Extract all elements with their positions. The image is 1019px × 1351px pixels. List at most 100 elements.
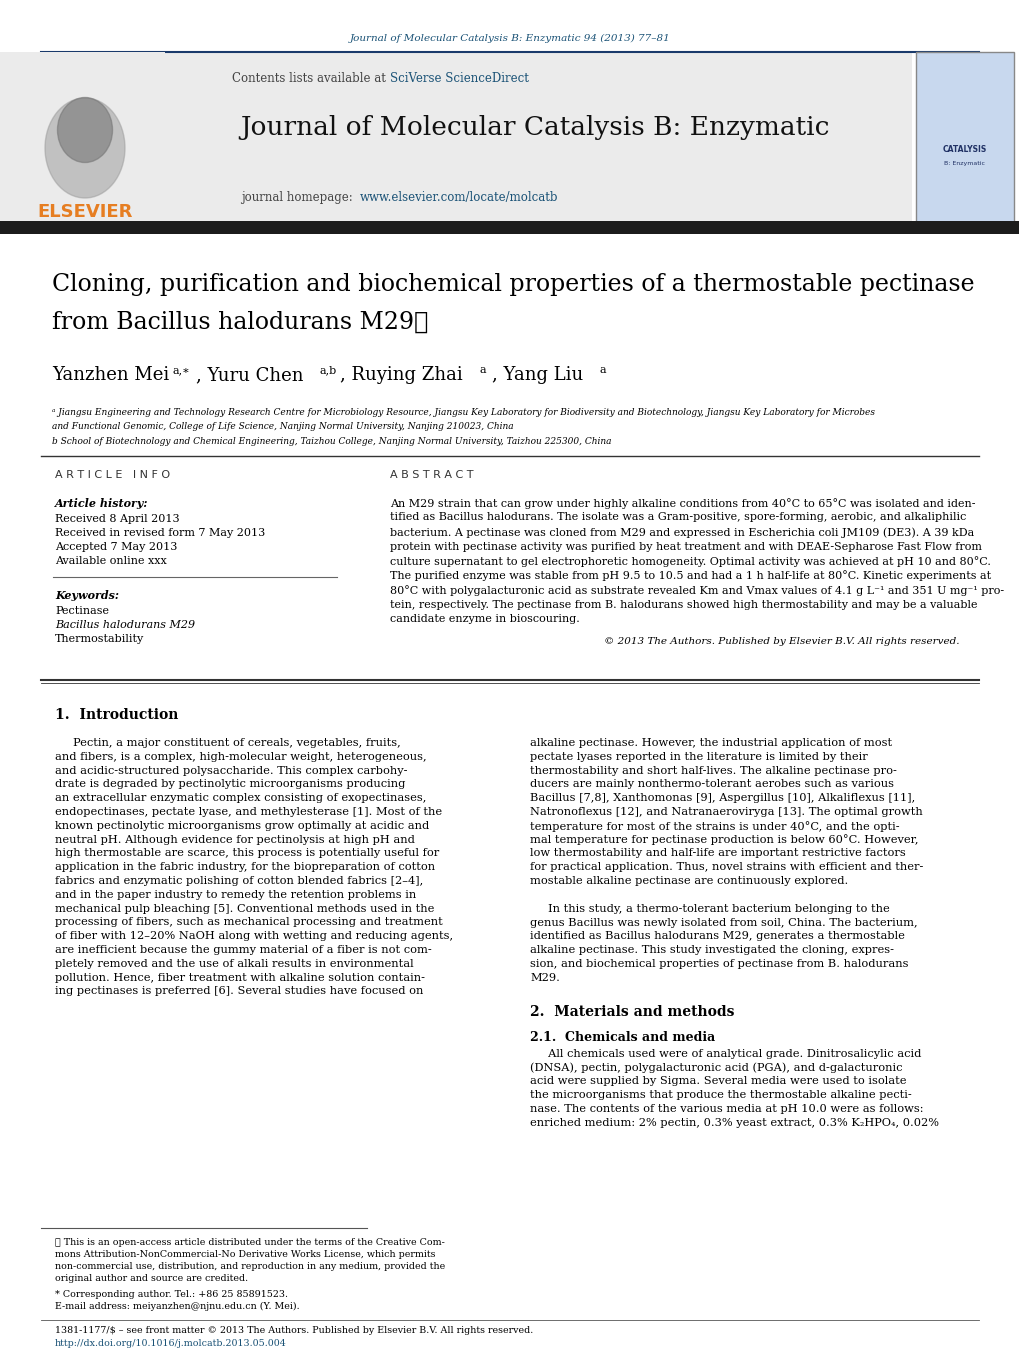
Text: acid were supplied by Sigma. Several media were used to isolate: acid were supplied by Sigma. Several med… <box>530 1077 906 1086</box>
Text: bacterium. A pectinase was cloned from M29 and expressed in Escherichia coli JM1: bacterium. A pectinase was cloned from M… <box>389 527 973 538</box>
Text: 2.1.  Chemicals and media: 2.1. Chemicals and media <box>530 1031 714 1043</box>
Text: endopectinases, pectate lyase, and methylesterase [1]. Most of the: endopectinases, pectate lyase, and methy… <box>55 807 441 817</box>
Text: the microorganisms that produce the thermostable alkaline pecti-: the microorganisms that produce the ther… <box>530 1090 911 1100</box>
Text: temperature for most of the strains is under 40°C, and the opti-: temperature for most of the strains is u… <box>530 821 899 832</box>
Text: A B S T R A C T: A B S T R A C T <box>389 470 473 480</box>
Text: known pectinolytic microorganisms grow optimally at acidic and: known pectinolytic microorganisms grow o… <box>55 821 429 831</box>
Text: , Yang Liu: , Yang Liu <box>491 366 583 384</box>
Text: * Corresponding author. Tel.: +86 25 85891523.: * Corresponding author. Tel.: +86 25 858… <box>55 1290 287 1300</box>
Text: and Functional Genomic, College of Life Science, Nanjing Normal University, Nanj: and Functional Genomic, College of Life … <box>52 422 514 431</box>
Text: 80°C with polygalacturonic acid as substrate revealed Km and Vmax values of 4.1 : 80°C with polygalacturonic acid as subst… <box>389 585 1003 596</box>
Bar <box>0 222 1019 234</box>
Ellipse shape <box>57 97 112 162</box>
Text: of fiber with 12–20% NaOH along with wetting and reducing agents,: of fiber with 12–20% NaOH along with wet… <box>55 931 452 942</box>
Text: and acidic-structured polysaccharide. This complex carbohy-: and acidic-structured polysaccharide. Th… <box>55 766 408 775</box>
Text: Journal of Molecular Catalysis B: Enzymatic: Journal of Molecular Catalysis B: Enzyma… <box>240 115 828 141</box>
Text: CATALYSIS: CATALYSIS <box>942 146 986 154</box>
Text: , Ruying Zhai: , Ruying Zhai <box>339 366 463 384</box>
Text: a,∗: a,∗ <box>173 365 191 376</box>
Text: alkaline pectinase. This study investigated the cloning, expres-: alkaline pectinase. This study investiga… <box>530 946 893 955</box>
Text: ducers are mainly nonthermo-tolerant aerobes such as various: ducers are mainly nonthermo-tolerant aer… <box>530 780 893 789</box>
Text: http://dx.doi.org/10.1016/j.molcatb.2013.05.004: http://dx.doi.org/10.1016/j.molcatb.2013… <box>55 1339 286 1348</box>
Text: pollution. Hence, fiber treatment with alkaline solution contain-: pollution. Hence, fiber treatment with a… <box>55 973 425 982</box>
Text: high thermostable are scarce, this process is potentially useful for: high thermostable are scarce, this proce… <box>55 848 439 858</box>
Text: genus Bacillus was newly isolated from soil, China. The bacterium,: genus Bacillus was newly isolated from s… <box>530 917 917 928</box>
Text: mal temperature for pectinase production is below 60°C. However,: mal temperature for pectinase production… <box>530 835 917 846</box>
Text: from Bacillus halodurans M29⋆: from Bacillus halodurans M29⋆ <box>52 311 428 334</box>
Text: All chemicals used were of analytical grade. Dinitrosalicylic acid: All chemicals used were of analytical gr… <box>530 1048 920 1059</box>
Text: application in the fabric industry, for the biopreparation of cotton: application in the fabric industry, for … <box>55 862 435 873</box>
Text: culture supernatant to gel electrophoretic homogeneity. Optimal activity was ach: culture supernatant to gel electrophoret… <box>389 557 989 567</box>
Text: enriched medium: 2% pectin, 0.3% yeast extract, 0.3% K₂HPO₄, 0.02%: enriched medium: 2% pectin, 0.3% yeast e… <box>530 1117 938 1128</box>
Text: ᵃ Jiangsu Engineering and Technology Research Centre for Microbiology Resource, : ᵃ Jiangsu Engineering and Technology Res… <box>52 408 874 417</box>
Text: an extracellular enzymatic complex consisting of exopectinases,: an extracellular enzymatic complex consi… <box>55 793 426 804</box>
Text: Contents lists available at: Contents lists available at <box>232 72 389 85</box>
Text: thermostability and short half-lives. The alkaline pectinase pro-: thermostability and short half-lives. Th… <box>530 766 896 775</box>
Text: and fibers, is a complex, high-molecular weight, heterogeneous,: and fibers, is a complex, high-molecular… <box>55 751 426 762</box>
Text: 2.  Materials and methods: 2. Materials and methods <box>530 1005 734 1019</box>
Text: and in the paper industry to remedy the retention problems in: and in the paper industry to remedy the … <box>55 890 416 900</box>
Text: E-mail address: meiyanzhen@njnu.edu.cn (Y. Mei).: E-mail address: meiyanzhen@njnu.edu.cn (… <box>55 1302 300 1310</box>
Text: In this study, a thermo-tolerant bacterium belonging to the: In this study, a thermo-tolerant bacteri… <box>530 904 889 913</box>
Text: A R T I C L E   I N F O: A R T I C L E I N F O <box>55 470 170 480</box>
Text: ⋆ This is an open-access article distributed under the terms of the Creative Com: ⋆ This is an open-access article distrib… <box>55 1238 444 1247</box>
Text: Thermostability: Thermostability <box>55 634 144 644</box>
Text: a: a <box>599 365 606 376</box>
Text: B: Enzymatic: B: Enzymatic <box>944 161 984 166</box>
Text: Pectin, a major constituent of cereals, vegetables, fruits,: Pectin, a major constituent of cereals, … <box>55 738 400 748</box>
Text: Bacillus halodurans M29: Bacillus halodurans M29 <box>55 620 195 630</box>
Text: fabrics and enzymatic polishing of cotton blended fabrics [2–4],: fabrics and enzymatic polishing of cotto… <box>55 875 423 886</box>
Text: , Yuru Chen: , Yuru Chen <box>196 366 304 384</box>
Text: Pectinase: Pectinase <box>55 607 109 616</box>
Text: 1381-1177/$ – see front matter © 2013 The Authors. Published by Elsevier B.V. Al: 1381-1177/$ – see front matter © 2013 Th… <box>55 1325 533 1335</box>
Text: are inefficient because the gummy material of a fiber is not com-: are inefficient because the gummy materi… <box>55 944 431 955</box>
Text: 1.  Introduction: 1. Introduction <box>55 708 178 721</box>
Text: © 2013 The Authors. Published by Elsevier B.V. All rights reserved.: © 2013 The Authors. Published by Elsevie… <box>604 636 959 646</box>
Text: Available online xxx: Available online xxx <box>55 557 166 566</box>
Text: Received in revised form 7 May 2013: Received in revised form 7 May 2013 <box>55 528 265 538</box>
Text: Natronoflexus [12], and Natranaeroviryga [13]. The optimal growth: Natronoflexus [12], and Natranaeroviryga… <box>530 807 922 817</box>
Text: Journal of Molecular Catalysis B: Enzymatic 94 (2013) 77–81: Journal of Molecular Catalysis B: Enzyma… <box>350 34 669 43</box>
Text: Yanzhen Mei: Yanzhen Mei <box>52 366 169 384</box>
Text: M29.: M29. <box>530 973 559 982</box>
Text: sion, and biochemical properties of pectinase from B. halodurans: sion, and biochemical properties of pect… <box>530 959 908 969</box>
Text: pletely removed and the use of alkali results in environmental: pletely removed and the use of alkali re… <box>55 959 414 969</box>
Text: www.elsevier.com/locate/molcatb: www.elsevier.com/locate/molcatb <box>360 192 558 204</box>
Text: low thermostability and half-life are important restrictive factors: low thermostability and half-life are im… <box>530 848 905 858</box>
Bar <box>0 51 911 222</box>
Text: An M29 strain that can grow under highly alkaline conditions from 40°C to 65°C w: An M29 strain that can grow under highly… <box>389 499 974 509</box>
Text: mechanical pulp bleaching [5]. Conventional methods used in the: mechanical pulp bleaching [5]. Conventio… <box>55 904 434 913</box>
Text: ELSEVIER: ELSEVIER <box>38 203 132 222</box>
Text: protein with pectinase activity was purified by heat treatment and with DEAE-Sep: protein with pectinase activity was puri… <box>389 542 981 551</box>
Text: identified as Bacillus halodurans M29, generates a thermostable: identified as Bacillus halodurans M29, g… <box>530 931 904 942</box>
Text: a: a <box>480 365 486 376</box>
Text: journal homepage:: journal homepage: <box>240 192 360 204</box>
Text: non-commercial use, distribution, and reproduction in any medium, provided the: non-commercial use, distribution, and re… <box>55 1262 445 1271</box>
Text: Accepted 7 May 2013: Accepted 7 May 2013 <box>55 542 177 553</box>
Text: tified as Bacillus halodurans. The isolate was a Gram-positive, spore-forming, a: tified as Bacillus halodurans. The isola… <box>389 512 965 523</box>
Text: b School of Biotechnology and Chemical Engineering, Taizhou College, Nanjing Nor: b School of Biotechnology and Chemical E… <box>52 436 611 446</box>
Text: original author and source are credited.: original author and source are credited. <box>55 1274 248 1283</box>
Ellipse shape <box>45 99 125 199</box>
Bar <box>915 51 1013 222</box>
Text: Cloning, purification and biochemical properties of a thermostable pectinase: Cloning, purification and biochemical pr… <box>52 273 974 296</box>
Text: mons Attribution-NonCommercial-No Derivative Works License, which permits: mons Attribution-NonCommercial-No Deriva… <box>55 1250 435 1259</box>
Text: pectate lyases reported in the literature is limited by their: pectate lyases reported in the literatur… <box>530 751 867 762</box>
Text: SciVerse ScienceDirect: SciVerse ScienceDirect <box>389 72 529 85</box>
Bar <box>5 51 165 222</box>
Text: Bacillus [7,8], Xanthomonas [9], Aspergillus [10], Alkaliflexus [11],: Bacillus [7,8], Xanthomonas [9], Aspergi… <box>530 793 914 804</box>
Text: mostable alkaline pectinase are continuously explored.: mostable alkaline pectinase are continuo… <box>530 875 848 886</box>
Text: The purified enzyme was stable from pH 9.5 to 10.5 and had a 1 h half-life at 80: The purified enzyme was stable from pH 9… <box>389 570 990 581</box>
Text: drate is degraded by pectinolytic microorganisms producing: drate is degraded by pectinolytic microo… <box>55 780 405 789</box>
Text: tein, respectively. The pectinase from B. halodurans showed high thermostability: tein, respectively. The pectinase from B… <box>389 600 976 609</box>
Text: Keywords:: Keywords: <box>55 590 119 601</box>
Text: processing of fibers, such as mechanical processing and treatment: processing of fibers, such as mechanical… <box>55 917 442 927</box>
Text: (DNSA), pectin, polygalacturonic acid (PGA), and d-galacturonic: (DNSA), pectin, polygalacturonic acid (P… <box>530 1062 902 1073</box>
Text: neutral pH. Although evidence for pectinolysis at high pH and: neutral pH. Although evidence for pectin… <box>55 835 415 844</box>
Text: candidate enzyme in bioscouring.: candidate enzyme in bioscouring. <box>389 613 579 624</box>
Text: alkaline pectinase. However, the industrial application of most: alkaline pectinase. However, the industr… <box>530 738 892 748</box>
Text: ing pectinases is preferred [6]. Several studies have focused on: ing pectinases is preferred [6]. Several… <box>55 986 423 997</box>
Text: Received 8 April 2013: Received 8 April 2013 <box>55 513 179 524</box>
Text: Article history:: Article history: <box>55 499 149 509</box>
Text: nase. The contents of the various media at pH 10.0 were as follows:: nase. The contents of the various media … <box>530 1104 922 1113</box>
